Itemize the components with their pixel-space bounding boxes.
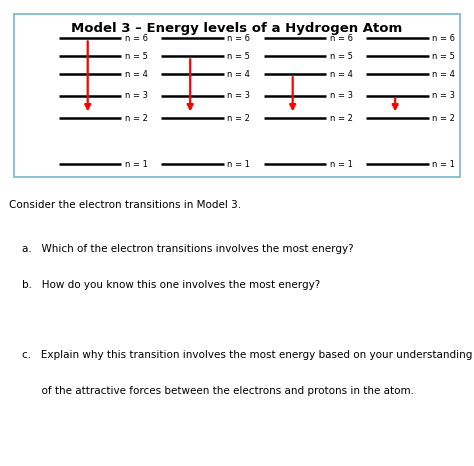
Text: n = 6: n = 6	[330, 34, 353, 43]
Text: n = 3: n = 3	[432, 91, 455, 100]
Text: n = 5: n = 5	[432, 52, 455, 61]
Text: n = 2: n = 2	[227, 114, 250, 123]
Text: n = 1: n = 1	[227, 159, 250, 169]
Text: n = 3: n = 3	[227, 91, 250, 100]
Text: n = 5: n = 5	[330, 52, 353, 61]
Text: n = 2: n = 2	[125, 114, 147, 123]
Text: Model 3 – Energy levels of a Hydrogen Atom: Model 3 – Energy levels of a Hydrogen At…	[72, 22, 402, 35]
Text: n = 4: n = 4	[227, 70, 250, 79]
Text: n = 1: n = 1	[432, 159, 455, 169]
Text: n = 5: n = 5	[125, 52, 147, 61]
Text: n = 5: n = 5	[227, 52, 250, 61]
Text: n = 4: n = 4	[432, 70, 455, 79]
Text: c.   Explain why this transition involves the most energy based on your understa: c. Explain why this transition involves …	[9, 350, 473, 360]
Text: n = 1: n = 1	[125, 159, 147, 169]
Text: n = 6: n = 6	[432, 34, 455, 43]
Text: n = 6: n = 6	[227, 34, 250, 43]
Text: n = 4: n = 4	[125, 70, 147, 79]
Text: n = 3: n = 3	[125, 91, 148, 100]
Text: n = 1: n = 1	[330, 159, 353, 169]
Text: n = 6: n = 6	[125, 34, 148, 43]
Text: n = 4: n = 4	[330, 70, 353, 79]
Text: b.   How do you know this one involves the most energy?: b. How do you know this one involves the…	[9, 280, 321, 290]
Text: n = 2: n = 2	[330, 114, 353, 123]
Text: n = 3: n = 3	[330, 91, 353, 100]
Text: n = 2: n = 2	[432, 114, 455, 123]
Text: a.   Which of the electron transitions involves the most energy?: a. Which of the electron transitions inv…	[9, 244, 354, 254]
Text: Consider the electron transitions in Model 3.: Consider the electron transitions in Mod…	[9, 200, 242, 210]
Text: of the attractive forces between the electrons and protons in the atom.: of the attractive forces between the ele…	[9, 385, 414, 396]
